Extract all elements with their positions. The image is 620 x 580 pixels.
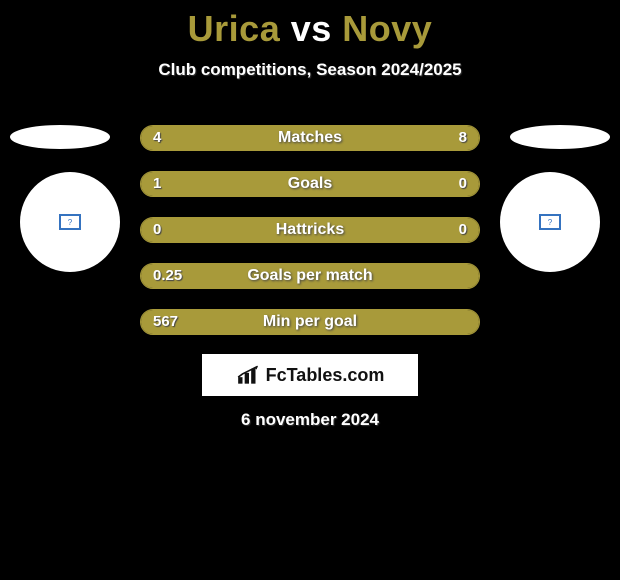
player1-name: Urica: [188, 8, 281, 49]
stat-row: 0.25 Goals per match: [140, 263, 480, 289]
stat-row: 1 Goals 0: [140, 171, 480, 197]
stat-value-right: 0: [459, 218, 467, 242]
vs-text: vs: [291, 8, 332, 49]
chart-icon: [236, 364, 262, 386]
stats-bars: 4 Matches 8 1 Goals 0 0 Hattricks 0 0.25…: [140, 125, 480, 355]
date-text: 6 november 2024: [0, 410, 620, 430]
player1-badge: ?: [20, 172, 120, 272]
player2-name: Novy: [342, 8, 432, 49]
stat-label: Goals: [141, 172, 479, 196]
player2-badge: ?: [500, 172, 600, 272]
placeholder-icon: ?: [539, 214, 561, 230]
stat-label: Matches: [141, 126, 479, 150]
stat-label: Hattricks: [141, 218, 479, 242]
placeholder-icon: ?: [59, 214, 81, 230]
stat-label: Goals per match: [141, 264, 479, 288]
stat-value-right: 8: [459, 126, 467, 150]
stat-value-right: 0: [459, 172, 467, 196]
decor-ellipse-right: [510, 125, 610, 149]
stat-row: 0 Hattricks 0: [140, 217, 480, 243]
subtitle: Club competitions, Season 2024/2025: [0, 60, 620, 80]
brand-badge: FcTables.com: [202, 354, 418, 396]
stat-row: 567 Min per goal: [140, 309, 480, 335]
stat-row: 4 Matches 8: [140, 125, 480, 151]
brand-text: FcTables.com: [266, 365, 385, 386]
page-title: Urica vs Novy: [0, 0, 620, 50]
decor-ellipse-left: [10, 125, 110, 149]
stat-label: Min per goal: [141, 310, 479, 334]
